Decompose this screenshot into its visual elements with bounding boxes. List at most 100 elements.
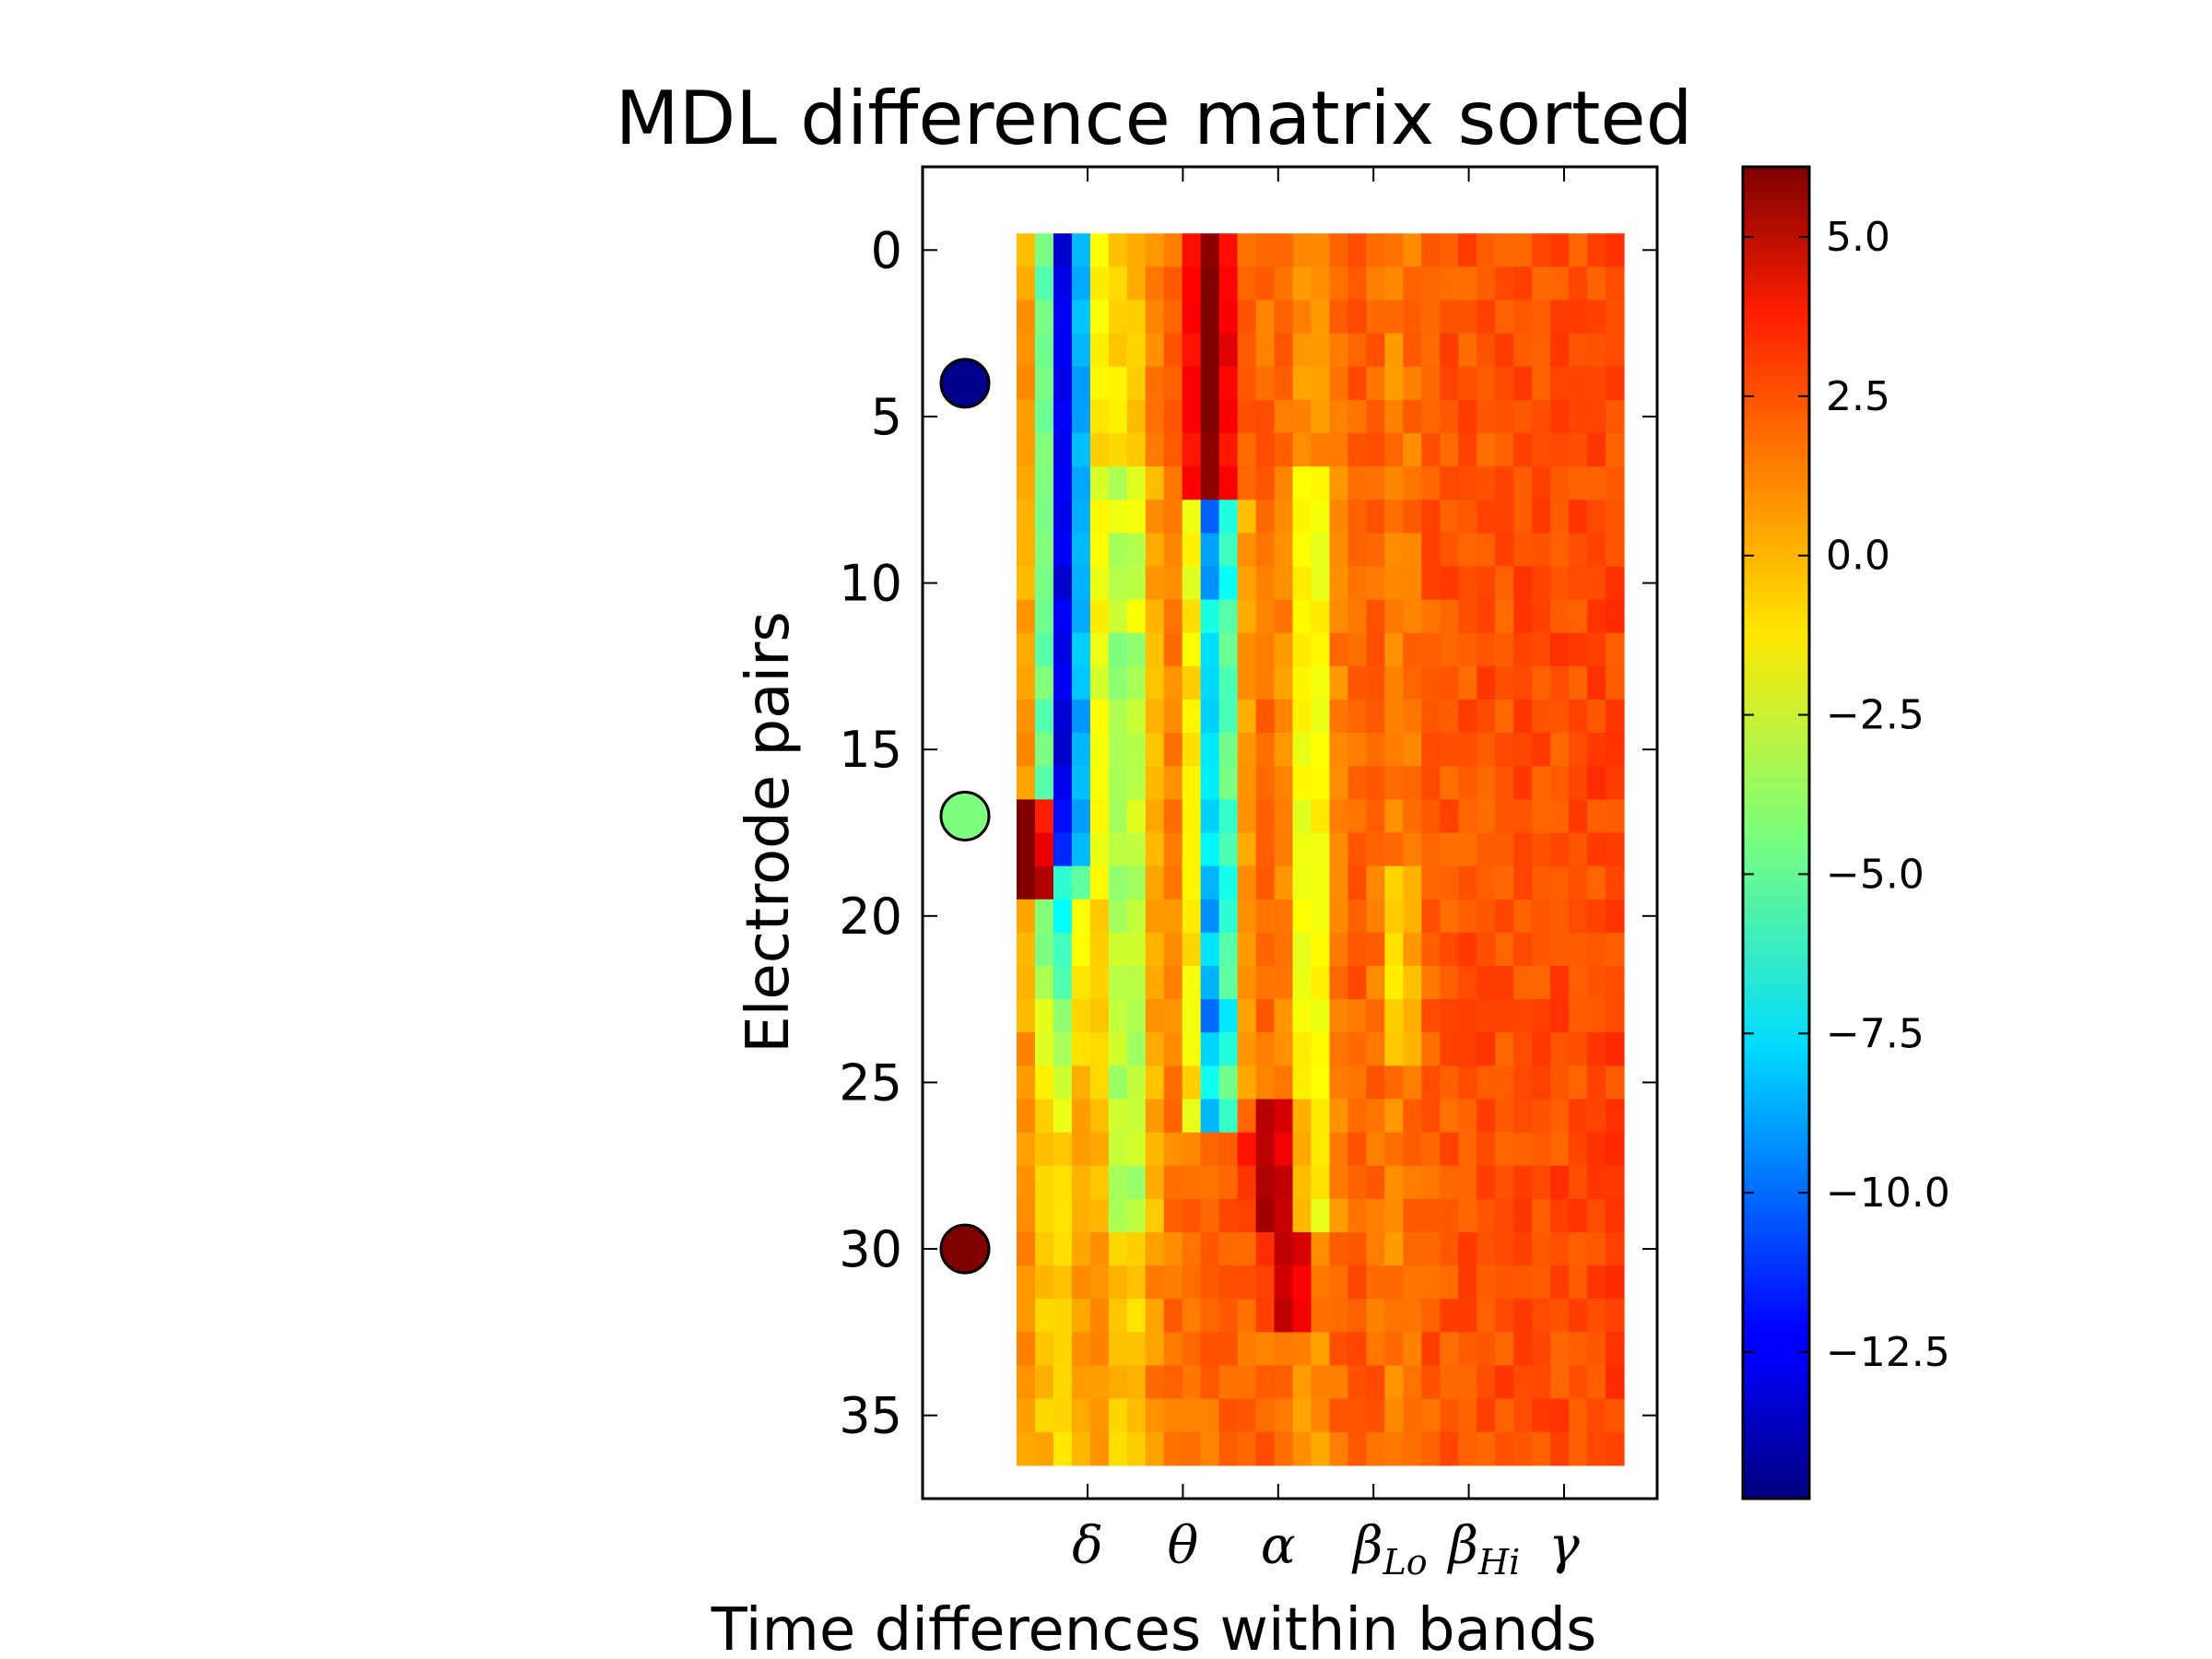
heatmap-cell [1292, 566, 1312, 601]
heatmap-cell [1053, 999, 1073, 1033]
heatmap-cell [1440, 766, 1459, 800]
heatmap-cell [1053, 566, 1073, 601]
heatmap-cell [1237, 500, 1257, 534]
heatmap-cell [1053, 1398, 1073, 1433]
heatmap-cell [1255, 399, 1276, 434]
heatmap-cell [1053, 899, 1073, 934]
heatmap-cell [1034, 733, 1054, 767]
heatmap-cell [1200, 1299, 1220, 1333]
heatmap-cell [1034, 766, 1054, 800]
heatmap-cell [1384, 1431, 1404, 1466]
heatmap-cell [1458, 599, 1477, 634]
heatmap-cell [1089, 1332, 1110, 1367]
heatmap-cell [1108, 1431, 1128, 1466]
heatmap-cell [1182, 1165, 1202, 1200]
heatmap-cell [1017, 1099, 1036, 1134]
heatmap-cell [1108, 533, 1128, 568]
heatmap-cell [1477, 1232, 1496, 1266]
heatmap-cell [1366, 500, 1385, 534]
heatmap-cell [1237, 1365, 1257, 1400]
heatmap-cell [1311, 966, 1331, 1000]
heatmap-cell [1071, 333, 1091, 368]
heatmap-cell [1182, 865, 1202, 900]
heatmap-cell [1532, 1198, 1551, 1233]
heatmap-cell [1182, 1099, 1202, 1134]
heatmap-cell [1292, 832, 1312, 867]
heatmap-cell [1550, 333, 1570, 368]
heatmap-cell [1495, 632, 1514, 667]
heatmap-cell [1237, 266, 1257, 301]
heatmap-cell [1126, 233, 1147, 267]
heatmap-cell [1145, 233, 1165, 267]
heatmap-cell [1347, 1165, 1368, 1200]
heatmap-cell [1440, 1232, 1459, 1266]
heatmap-cell [1532, 466, 1551, 500]
heatmap-cell [1532, 300, 1551, 335]
heatmap-cell [1347, 799, 1368, 834]
heatmap-cell [1163, 932, 1183, 967]
heatmap-cell [1458, 999, 1477, 1033]
heatmap-cell [1495, 932, 1514, 967]
heatmap-cell [1218, 999, 1239, 1033]
heatmap-cell [1034, 466, 1054, 500]
heatmap-cell [1366, 433, 1385, 467]
heatmap-cell [1108, 1198, 1128, 1233]
heatmap-cell [1163, 266, 1183, 301]
heatmap-cell [1163, 1431, 1183, 1466]
heatmap-cell [1384, 366, 1404, 401]
heatmap-cell [1274, 700, 1294, 734]
heatmap-cell [1182, 999, 1202, 1033]
heatmap-cell [1513, 366, 1533, 401]
heatmap-cell [1440, 799, 1459, 834]
heatmap-cell [1108, 266, 1128, 301]
heatmap-cell [1274, 466, 1294, 500]
heatmap-cell [1108, 932, 1128, 967]
heatmap-cell [1477, 566, 1496, 601]
heatmap-cell [1237, 932, 1257, 967]
heatmap-cell [1200, 632, 1220, 667]
heatmap-cell [1145, 300, 1165, 335]
heatmap-cell [1587, 733, 1606, 767]
heatmap-cell [1182, 932, 1202, 967]
heatmap-cell [1606, 1365, 1625, 1400]
heatmap-cell [1274, 799, 1294, 834]
heatmap-cell [1053, 1032, 1073, 1066]
heatmap-cell [1458, 1232, 1477, 1266]
heatmap-cell [1513, 500, 1533, 534]
heatmap-cell [1569, 832, 1588, 867]
heatmap-cell [1440, 500, 1459, 534]
colorbar-tick-label: −7.5 [1826, 1010, 1924, 1057]
heatmap-cell [1071, 766, 1091, 800]
heatmap-cell [1347, 832, 1368, 867]
heatmap-cell [1163, 1232, 1183, 1266]
heatmap-cell [1403, 500, 1422, 534]
heatmap-cell [1440, 932, 1459, 967]
x-tick-label: θ [1168, 1516, 1199, 1576]
heatmap-cell [1311, 466, 1331, 500]
heatmap-cell [1255, 1165, 1276, 1200]
heatmap-cell [1145, 899, 1165, 934]
heatmap-cell [1347, 533, 1368, 568]
heatmap-cell [1182, 433, 1202, 467]
heatmap-cell [1292, 266, 1312, 301]
heatmap-cell [1384, 932, 1404, 967]
heatmap-cell [1034, 700, 1054, 734]
heatmap-cell [1532, 1332, 1551, 1367]
heatmap-cell [1034, 1065, 1054, 1100]
heatmap-cell [1182, 1365, 1202, 1400]
heatmap-cell [1329, 1265, 1349, 1300]
heatmap-cell [1606, 333, 1625, 368]
heatmap-cell [1108, 500, 1128, 534]
heatmap-cell [1145, 1065, 1165, 1100]
heatmap-cell [1513, 1232, 1533, 1266]
heatmap-cell [1550, 300, 1570, 335]
row-marker [939, 1223, 991, 1275]
heatmap-cell [1532, 266, 1551, 301]
heatmap-cell [1550, 566, 1570, 601]
heatmap-cell [1329, 1132, 1349, 1167]
heatmap-cell [1495, 966, 1514, 1000]
heatmap-cell [1403, 1132, 1422, 1167]
heatmap-cell [1071, 1032, 1091, 1066]
heatmap-cell [1089, 700, 1110, 734]
heatmap-cell [1200, 766, 1220, 800]
